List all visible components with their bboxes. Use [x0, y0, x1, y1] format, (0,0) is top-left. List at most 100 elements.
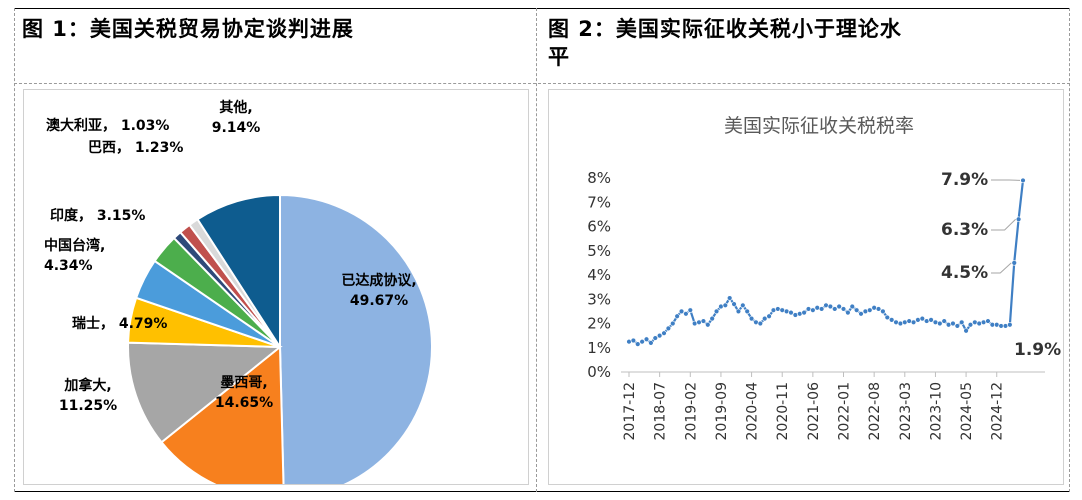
y-tick-1: 1% — [587, 339, 611, 357]
y-tick-5: 5% — [587, 242, 611, 260]
data-point-78 — [967, 322, 974, 328]
x-tick-7: 2022-01 — [837, 382, 853, 441]
data-point-70 — [932, 319, 939, 325]
data-point-48 — [836, 303, 842, 310]
x-tick-5: 2020-11 — [775, 382, 791, 441]
y-tick-0: 0% — [587, 363, 611, 381]
data-point-61 — [893, 319, 899, 325]
x-tick-8: 2022-08 — [867, 382, 883, 441]
data-point-46 — [827, 303, 834, 310]
data-point-64 — [906, 318, 912, 324]
pie-label-value-4: 4.34% — [44, 258, 93, 274]
data-point-69 — [928, 317, 934, 323]
data-point-8 — [661, 330, 667, 336]
data-point-31 — [762, 315, 768, 322]
data-point-45 — [823, 302, 829, 309]
figure-frame: 图 1：美国关税贸易协定谈判进展 图 2：美国实际征收关税小于理论水 平 已达成… — [14, 8, 1070, 500]
x-tick-10: 2023-10 — [928, 382, 944, 441]
top-rule — [14, 8, 1070, 9]
pie-label-3: 瑞士， 4.79% — [72, 315, 167, 332]
pie-label-5: 印度， 3.15% — [50, 207, 145, 224]
line-chart: 美国实际征收关税税率 0% 1% 2% 3% 4% 5% 6% 7% 8% 2017-12 2018-… — [587, 115, 1061, 441]
data-point-68 — [923, 318, 930, 324]
x-tick-6: 2021-06 — [806, 382, 822, 441]
data-point-43 — [814, 305, 820, 311]
data-point-14 — [687, 307, 693, 313]
data-point-20 — [713, 308, 720, 315]
left-border — [14, 8, 15, 492]
data-point-38 — [792, 312, 799, 318]
data-point-62 — [897, 320, 904, 327]
data-point-4 — [643, 336, 650, 342]
pie-slice-9 — [196, 193, 281, 351]
y-tick-3: 3% — [587, 290, 611, 308]
data-point-66 — [915, 317, 921, 323]
data-point-41 — [805, 306, 812, 312]
line-chart-title: 美国实际征收关税税率 — [724, 115, 914, 137]
panel-divider — [536, 8, 537, 492]
data-point-16 — [696, 319, 702, 325]
pie-label-value-1: 14.65% — [215, 395, 273, 411]
data-point-58 — [880, 308, 886, 315]
y-tick-4: 4% — [587, 266, 611, 284]
annotation-leader-2 — [991, 262, 1012, 274]
pie-label-name-1: 墨西哥, — [220, 375, 267, 391]
data-point-30 — [757, 320, 764, 327]
annotation-leader-1 — [991, 218, 1016, 231]
data-point-21 — [718, 303, 724, 310]
data-point-40 — [801, 309, 807, 316]
data-point-19 — [709, 315, 715, 322]
right-border — [1069, 8, 1070, 492]
data-point-80 — [976, 320, 982, 327]
data-point-75 — [954, 323, 961, 329]
data-point-89 — [1015, 216, 1022, 222]
x-tick-0: 2017-12 — [622, 382, 638, 441]
title-divider — [14, 83, 1070, 84]
data-point-84 — [994, 322, 1000, 328]
pie-slice-2 — [127, 341, 283, 444]
data-point-23 — [726, 295, 733, 301]
data-point-17 — [700, 318, 707, 324]
data-point-15 — [691, 320, 698, 327]
pie-label-name-9: 其他, — [219, 99, 252, 116]
data-point-60 — [888, 317, 895, 323]
data-point-47 — [832, 306, 838, 312]
pie-label-name-2: 加拿大, — [63, 377, 111, 394]
data-point-54 — [862, 308, 869, 315]
x-tick-11: 2024-05 — [959, 382, 975, 441]
annotation-2: 4.5% — [941, 263, 988, 283]
data-point-2 — [635, 341, 641, 347]
data-point-10 — [670, 320, 676, 327]
y-tick-2: 2% — [587, 315, 611, 333]
data-point-82 — [985, 318, 991, 324]
data-point-49 — [840, 306, 847, 312]
data-point-0 — [626, 338, 632, 345]
data-point-55 — [867, 307, 873, 313]
data-point-52 — [853, 307, 860, 313]
data-point-79 — [972, 319, 978, 325]
panel2-title-line2: 平 — [548, 45, 570, 69]
y-tick-6: 6% — [587, 218, 611, 236]
pie-label-name-4: 中国台湾, — [44, 237, 105, 254]
annotation-1: 6.3% — [941, 220, 988, 240]
data-point-28 — [748, 315, 755, 322]
data-point-86 — [1002, 323, 1009, 329]
pie-chart-box: 已达成协议, 49.67% 墨西哥, 14.65% 加拿大, 11.25% 瑞士， 4.79… — [23, 89, 529, 500]
data-point-1 — [630, 337, 637, 344]
data-point-42 — [810, 307, 816, 313]
pie-label-7: 巴西， 1.23% — [88, 140, 183, 156]
data-point-57 — [875, 306, 882, 312]
panel1-title: 图 1：美国关税贸易协定谈判进展 — [22, 17, 354, 41]
panel2-title-line1: 图 2：美国实际征收关税小于理论水 — [548, 17, 902, 41]
y-tick-7: 7% — [587, 193, 611, 211]
data-point-7 — [656, 332, 663, 339]
data-point-87 — [1007, 322, 1013, 328]
line-chart-box: 美国实际征收关税税率 0% 1% 2% 3% 4% 5% 6% 7% 8% 2017-12 2018-… — [548, 89, 1064, 485]
data-point-29 — [753, 319, 759, 325]
data-point-73 — [945, 322, 952, 328]
data-point-37 — [788, 309, 794, 316]
pie-chart: 已达成协议, 49.67% 墨西哥, 14.65% 加拿大, 11.25% 瑞士， 4.79… — [44, 99, 433, 500]
data-point-5 — [648, 340, 654, 346]
data-point-50 — [845, 309, 851, 316]
pie-label-value-0: 49.67% — [350, 293, 408, 309]
